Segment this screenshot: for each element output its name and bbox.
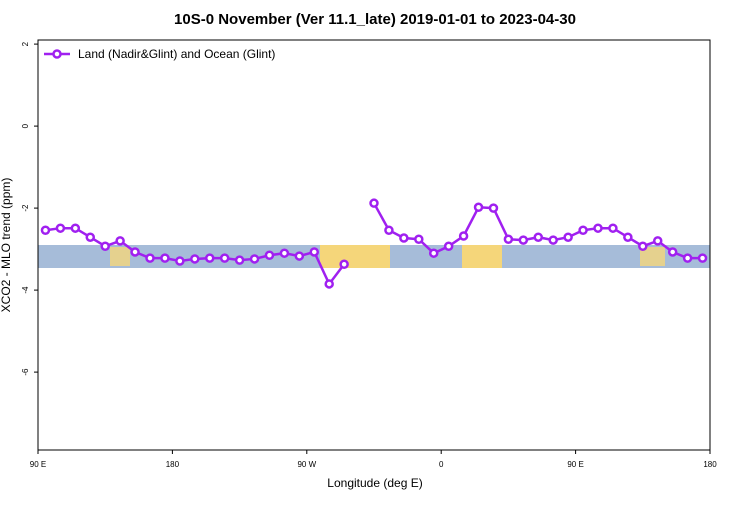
data-point (414, 234, 424, 245)
data-point (443, 241, 454, 251)
legend-label: Land (Nadir&Glint) and Ocean (Glint) (78, 47, 275, 61)
y-tick-label: -2 (21, 204, 30, 212)
data-point (399, 233, 409, 243)
data-point (85, 232, 96, 242)
data-point (234, 255, 245, 265)
x-tick-label: 180 (166, 460, 180, 469)
map-band (38, 245, 710, 268)
x-tick-label: 90 W (297, 460, 316, 469)
series-line (45, 202, 703, 287)
data-point (578, 225, 588, 235)
data-point (204, 253, 215, 263)
data-point (339, 259, 349, 270)
data-point (279, 248, 290, 258)
data-point (488, 203, 499, 213)
data-point (145, 253, 155, 263)
data-point (518, 235, 529, 245)
y-tick-label: -6 (21, 368, 30, 376)
data-point (458, 231, 469, 241)
data-point (115, 236, 125, 246)
data-point (503, 234, 514, 245)
data-point (473, 202, 484, 213)
data-point (309, 247, 320, 257)
data-point (697, 253, 708, 263)
data-point (533, 232, 544, 242)
data-point (249, 254, 260, 264)
data-point (428, 248, 439, 258)
data-point (294, 251, 305, 261)
y-tick-label: 2 (21, 41, 30, 46)
data-point (219, 253, 230, 263)
data-point (130, 247, 140, 257)
y-tick-label: -4 (21, 286, 30, 294)
data-point (160, 253, 170, 263)
data-point (100, 241, 110, 251)
data-point (264, 250, 275, 260)
x-tick-label: 90 E (30, 460, 46, 469)
x-axis-label: Longitude (deg E) (327, 476, 422, 490)
data-point (369, 198, 379, 208)
x-tick-label: 180 (703, 460, 717, 469)
x-tick-label: 90 E (567, 460, 583, 469)
data-point (190, 254, 200, 264)
data-point (175, 256, 185, 266)
chart-title: 10S-0 November (Ver 11.1_late) 2019-01-0… (174, 11, 576, 28)
data-point (667, 247, 678, 257)
data-point (40, 225, 51, 235)
data-point (593, 223, 603, 233)
y-tick-label: 0 (21, 123, 30, 128)
data-point (652, 236, 663, 246)
data-point (548, 235, 558, 245)
data-point (638, 241, 648, 251)
x-tick-label: 0 (439, 460, 444, 469)
data-point (384, 225, 394, 235)
data-point (682, 253, 693, 263)
legend-marker (52, 49, 62, 59)
data-point (324, 279, 334, 289)
data-point (608, 223, 618, 233)
plot-frame (37, 39, 711, 451)
y-axis-label: XCO2 - MLO trend (ppm) (0, 178, 13, 313)
data-point (70, 223, 81, 233)
data-point (623, 232, 633, 242)
data-point (563, 232, 573, 242)
data-point (55, 223, 66, 233)
